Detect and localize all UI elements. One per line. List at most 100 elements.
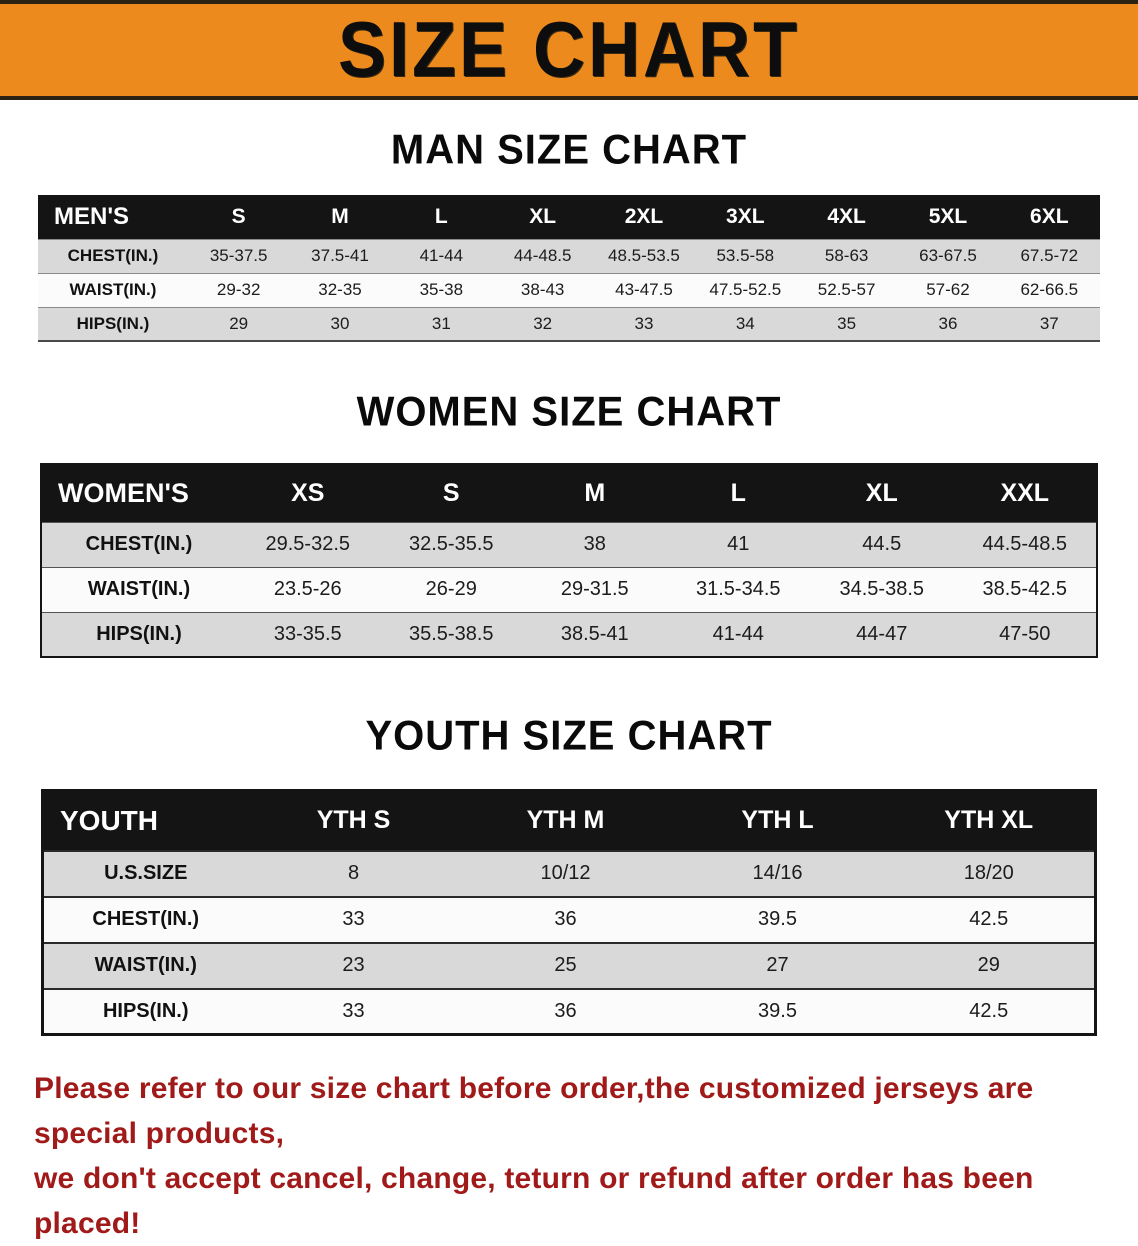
youth-section-heading: YOUTH SIZE CHART [365, 712, 773, 760]
measurement-value: 35 [837, 313, 857, 333]
measurement-row-label: CHEST(IN.) [85, 533, 193, 555]
measurement-value: 18/20 [963, 862, 1014, 884]
measurement-value: 34 [735, 313, 755, 333]
women-size-section: WOMEN SIZE CHART WOMEN'S XS S M L XL XXL CHEST(… [0, 388, 1138, 658]
measurement-row-label: CHEST(IN.) [92, 908, 200, 930]
measurement-row: CHEST(IN.) 33 36 39.5 42.5 [42, 896, 1096, 943]
men-size-section: MAN SIZE CHART MEN'S S M L XL 2XL 3XL 4XL 5XL 6XL… [0, 126, 1138, 342]
measurement-value: 36 [554, 908, 577, 930]
measurement-value: 44.5 [862, 533, 902, 555]
size-column-header: YTH S [247, 790, 460, 851]
table-header-row: MEN'S S M L XL 2XL 3XL 4XL 5XL 6XL [38, 195, 1100, 239]
measurement-row: HIPS(IN.) 33 36 39.5 42.5 [42, 988, 1096, 1035]
measurement-value: 47.5-52.5 [709, 280, 782, 299]
measurement-row: WAIST(IN.) 29-32 32-35 35-38 38-43 43-47.5 47.… [38, 273, 1100, 307]
measurement-row-label: CHEST(IN.) [67, 246, 159, 265]
measurement-value: 42.5 [969, 999, 1009, 1022]
page-title: SIZE CHART [338, 6, 800, 94]
measurement-value: 36 [554, 999, 577, 1022]
measurement-value: 42.5 [969, 908, 1009, 930]
size-column-header: XL [491, 195, 594, 239]
measurement-row-label: HIPS(IN.) [76, 313, 150, 333]
measurement-value: 44.5-48.5 [982, 533, 1067, 555]
measurement-value: 29.5-32.5 [265, 533, 350, 555]
measurement-value: 44-47 [856, 622, 908, 645]
measurement-row-label: HIPS(IN.) [102, 999, 189, 1022]
measurement-row-label: WAIST(IN.) [94, 954, 197, 976]
measurement-value: 29 [229, 313, 249, 333]
youth-size-table: YOUTH YTH S YTH M YTH L YTH XL U.S.SIZE 8 10/12… [41, 789, 1097, 1036]
disclaimer-line-1: Please refer to our size chart before or… [34, 1072, 1034, 1150]
measurement-value: 33 [342, 999, 365, 1022]
measurement-row: WAIST(IN.) 23 25 27 29 [42, 942, 1096, 989]
size-column-header: 5XL [897, 195, 999, 239]
disclaimer: Please refer to our size chart before or… [0, 1066, 1138, 1246]
measurement-value: 53.5-58 [716, 246, 775, 265]
measurement-value: 23 [342, 954, 365, 976]
size-column-header: 3XL [694, 195, 796, 239]
measurement-value: 31.5-34.5 [695, 578, 781, 600]
measurement-value: 38.5-41 [560, 622, 629, 645]
measurement-row: WAIST(IN.) 23.5-26 26-29 29-31.5 31.5-34.5 34… [41, 567, 1097, 612]
measurement-row: CHEST(IN.) 29.5-32.5 32.5-35.5 38 41 44.5 44.5… [41, 522, 1097, 567]
measurement-value: 38 [583, 533, 606, 555]
measurement-value: 33-35.5 [273, 622, 342, 645]
measurement-value: 37.5-41 [311, 246, 369, 265]
women-size-table: WOMEN'S XS S M L XL XXL CHEST(IN.) 29.5-32.5 32.5… [40, 463, 1098, 658]
size-column-header: YTH XL [883, 790, 1096, 851]
table-header-row: WOMEN'S XS S M L XL XXL [41, 464, 1097, 522]
measurement-value: 58-63 [824, 246, 869, 265]
measurement-value: 35.5-38.5 [408, 622, 494, 645]
women-section-heading: WOMEN SIZE CHART [356, 388, 782, 436]
size-column-header: M [523, 464, 667, 522]
size-column-header: S [188, 195, 290, 239]
measurement-row-label: WAIST(IN.) [87, 578, 191, 600]
measurement-value: 25 [554, 954, 577, 976]
size-column-header: L [666, 464, 810, 522]
measurement-value: 38.5-42.5 [982, 578, 1067, 600]
disclaimer-line-2: we don't accept cancel, change, teturn o… [34, 1162, 1034, 1240]
measurement-value: 57-62 [926, 280, 970, 299]
measurement-row-label: U.S.SIZE [104, 862, 188, 884]
measurement-value: 43-47.5 [615, 280, 673, 299]
banner: SIZE CHART [0, 0, 1138, 100]
youth-size-section: YOUTH SIZE CHART YOUTH YTH S YTH M YTH L YTH… [0, 712, 1138, 1036]
measurement-value: 41 [727, 533, 750, 555]
measurement-value: 8 [347, 862, 360, 884]
measurement-value: 34.5-38.5 [839, 578, 924, 600]
measurement-row: HIPS(IN.) 33-35.5 35.5-38.5 38.5-41 41-44 44-… [41, 612, 1097, 657]
men-section-heading: MAN SIZE CHART [390, 126, 748, 174]
measurement-value: 48.5-53.5 [608, 246, 680, 265]
size-column-header: XL [810, 464, 954, 522]
measurement-row-label: WAIST(IN.) [69, 280, 157, 299]
size-column-header: S [379, 464, 523, 522]
measurement-row: HIPS(IN.) 29 30 31 32 33 34 35 36 37 [38, 307, 1100, 341]
measurement-value: 41-44 [419, 246, 464, 265]
measurement-value: 67.5-72 [1020, 246, 1079, 265]
measurement-value: 39.5 [758, 908, 797, 930]
measurement-value: 29-32 [216, 280, 261, 299]
measurement-value: 32 [533, 313, 553, 333]
measurement-value: 32-35 [318, 280, 362, 299]
measurement-value: 26-29 [425, 578, 477, 600]
measurement-value: 29 [977, 954, 1000, 976]
table-header-row: YOUTH YTH S YTH M YTH L YTH XL [42, 790, 1096, 851]
measurement-value: 32.5-35.5 [408, 533, 494, 555]
size-column-header: L [390, 195, 492, 239]
measurement-value: 14/16 [752, 862, 803, 884]
table-corner-label: YOUTH [42, 790, 248, 851]
measurement-value: 47-50 [999, 622, 1051, 645]
table-corner-label: WOMEN'S [41, 464, 236, 522]
measurement-value: 36 [938, 313, 958, 333]
size-column-header: M [289, 195, 391, 239]
measurement-value: 62-66.5 [1020, 280, 1079, 299]
measurement-value: 37 [1039, 313, 1059, 333]
measurement-value: 27 [766, 954, 789, 976]
size-column-header: XS [236, 464, 380, 522]
size-column-header: 2XL [593, 195, 695, 239]
size-column-header: XXL [953, 464, 1097, 522]
measurement-value: 33 [342, 908, 365, 930]
size-column-header: 6XL [998, 195, 1100, 239]
size-column-header: YTH M [459, 790, 672, 851]
